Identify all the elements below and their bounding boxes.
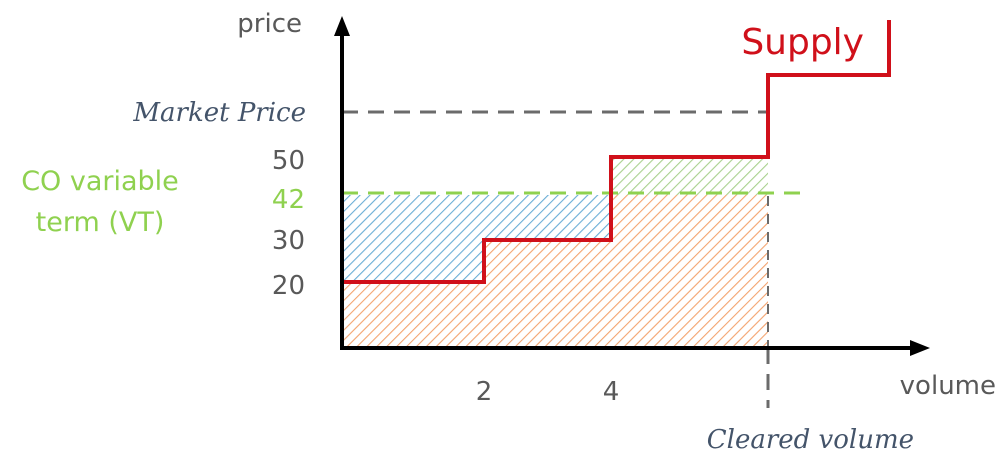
y-tick-label: 50 [272, 146, 305, 176]
cleared-volume-label: Cleared volume [707, 425, 914, 455]
volume-axis-label: volume [900, 371, 996, 401]
co-variable-label-line2: term (VT) [36, 207, 165, 238]
above-vt-area [611, 157, 768, 195]
co-variable-label-line1: CO variable [21, 166, 179, 197]
x-tick-label: 2 [476, 377, 493, 407]
producer-cost-area [342, 195, 768, 348]
supply-label: Supply [741, 22, 864, 63]
y-tick-label: 30 [272, 226, 305, 256]
y-tick-label: 20 [272, 271, 305, 301]
x-tick-label: 4 [603, 377, 620, 407]
y-axis-arrow-icon [334, 16, 350, 36]
x-axis-arrow-icon [910, 340, 930, 356]
supply-curve [342, 20, 891, 284]
market-price-label: Market Price [132, 98, 306, 128]
y-tick-label: 42 [272, 185, 305, 215]
vt-surplus-area [342, 195, 611, 282]
price-axis-label: price [237, 9, 302, 39]
